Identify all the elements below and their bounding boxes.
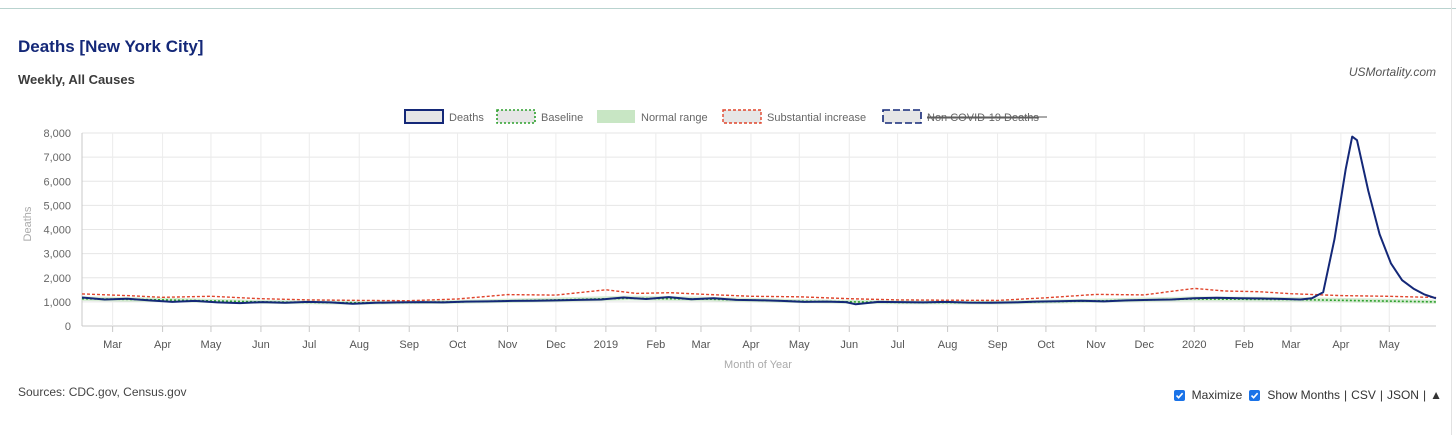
- chart-subtitle: Weekly, All Causes: [18, 72, 135, 87]
- legend-label: Non COVID-19 Deaths: [927, 112, 1039, 124]
- x-tick-label: May: [201, 339, 222, 351]
- sources-text: Sources: CDC.gov, Census.gov: [18, 385, 187, 399]
- x-tick-label: 2019: [594, 339, 618, 351]
- legend-label: Baseline: [541, 112, 583, 124]
- deaths-chart: Deaths Baseline Normal range Substantial in…: [22, 109, 1437, 371]
- plot-area: [81, 135, 1437, 306]
- legend-swatch: [597, 110, 635, 123]
- legend-label: Normal range: [641, 112, 708, 124]
- y-tick-label: 3,000: [43, 249, 71, 261]
- x-tick-label: Nov: [1086, 339, 1106, 351]
- vertical-grid: [112, 133, 1390, 326]
- y-tick-label: 0: [65, 321, 71, 333]
- horizontal-grid: [82, 132, 1436, 327]
- legend-swatch: [882, 109, 922, 124]
- x-tick-label: Dec: [1134, 339, 1154, 351]
- x-tick-label: Sep: [399, 339, 419, 351]
- substantial-increase-line: [81, 287, 1437, 302]
- x-tick-label: Feb: [1235, 339, 1254, 351]
- x-tick-label: Jul: [891, 339, 905, 351]
- x-tick-label: Jun: [840, 339, 858, 351]
- x-tick-label: Mar: [691, 339, 710, 351]
- y-tick-label: 1,000: [43, 297, 71, 309]
- json-link[interactable]: JSON: [1386, 388, 1419, 402]
- x-tick-label: Aug: [938, 339, 958, 351]
- legend-label: Substantial increase: [767, 112, 866, 124]
- y-tick-label: 4,000: [43, 225, 71, 237]
- scroll-top-icon[interactable]: ▲: [1430, 388, 1442, 402]
- y-tick-label: 6,000: [43, 176, 71, 188]
- x-tick-label: 2020: [1182, 339, 1206, 351]
- x-tick-label: Mar: [103, 339, 122, 351]
- credit-text: USMortality.com: [1348, 65, 1436, 79]
- x-tick-label: Jun: [252, 339, 270, 351]
- y-axis-label: Deaths: [22, 206, 34, 241]
- maximize-label[interactable]: Maximize: [1191, 388, 1243, 402]
- y-axis: 0 1,000 2,000 3,000 4,000 5,000 6,000 7,000 8,00…: [43, 128, 83, 333]
- x-tick-label: Apr: [742, 339, 759, 351]
- x-tick-label: May: [1379, 339, 1400, 351]
- csv-link[interactable]: CSV: [1351, 388, 1376, 402]
- deaths-line: [81, 135, 1437, 306]
- x-tick-label: May: [789, 339, 810, 351]
- y-tick-label: 7,000: [43, 152, 71, 164]
- legend-swatch: [722, 109, 762, 124]
- x-tick-label: Sep: [988, 339, 1008, 351]
- legend-swatch: [496, 109, 536, 124]
- chart-controls: Maximize Show Months | CSV | JSON | ▲: [1173, 388, 1442, 402]
- legend-swatch: [404, 109, 444, 124]
- separator: |: [1422, 388, 1427, 402]
- x-tick-label: Jul: [302, 339, 316, 351]
- x-tick-label: Nov: [498, 339, 518, 351]
- x-tick-label: Aug: [349, 339, 369, 351]
- y-tick-label: 5,000: [43, 200, 71, 212]
- x-tick-label: Oct: [1037, 339, 1054, 351]
- chart-title: Deaths [New York City]: [18, 37, 204, 56]
- x-tick-label: Apr: [1332, 339, 1349, 351]
- right-divider: [1451, 0, 1452, 435]
- x-tick-label: Mar: [1281, 339, 1300, 351]
- x-axis: Mar Apr May Jun Jul Aug Sep Oct Nov Dec 2019 Feb Mar…: [103, 326, 1400, 351]
- x-tick-label: Apr: [154, 339, 171, 351]
- y-tick-label: 8,000: [43, 128, 71, 140]
- x-tick-label: Feb: [646, 339, 665, 351]
- x-tick-label: Oct: [449, 339, 466, 351]
- separator: |: [1344, 388, 1348, 402]
- y-tick-label: 2,000: [43, 273, 71, 285]
- separator: |: [1379, 388, 1383, 402]
- legend-label: Deaths: [449, 112, 484, 124]
- chart-legend: Deaths Baseline Normal range Substantial in…: [404, 109, 1047, 124]
- top-divider: [0, 8, 1456, 9]
- check-icon: [1175, 392, 1183, 399]
- x-tick-label: Dec: [546, 339, 566, 351]
- show-months-label[interactable]: Show Months: [1267, 388, 1341, 402]
- show-months-checkbox[interactable]: [1249, 389, 1261, 401]
- check-icon: [1251, 392, 1259, 399]
- maximize-checkbox[interactable]: [1173, 389, 1185, 401]
- x-axis-label: Month of Year: [724, 359, 792, 371]
